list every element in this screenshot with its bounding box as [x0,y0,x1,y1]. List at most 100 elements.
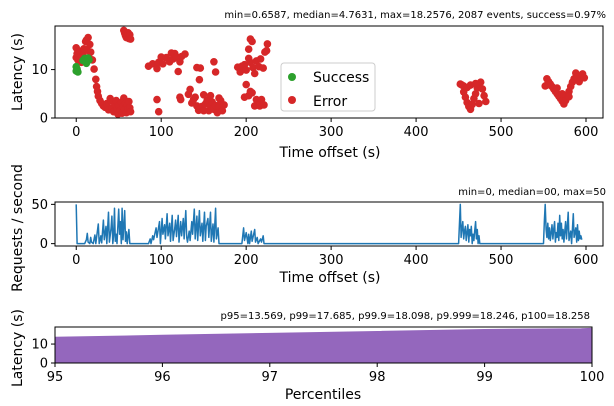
scatter-y-ticks: 0 10 [31,63,55,127]
error-point [84,33,92,42]
error-point [126,35,135,43]
requests-y-ticks: 0 50 [31,198,55,252]
scatter-x-tick-label: 0 [72,125,80,140]
error-point [211,68,220,76]
scatter-x-tick-label: 500 [489,125,514,140]
percentile-panel: p95=13.569, p99=17.685, p99.9=18.098, p9… [10,309,604,403]
scatter-y-tick-label: 0 [40,112,48,127]
requests-y-tick-label: 50 [31,198,48,213]
error-point [86,48,95,56]
requests-frame [54,201,604,247]
scatter-x-tick-label: 200 [234,125,259,140]
error-point [480,91,488,100]
requests-series-line [75,203,583,245]
percentile-plot-area [54,327,593,364]
percentile-x-tick-label: 99 [476,370,493,385]
scatter-x-label: Time offset (s) [279,145,381,161]
percentile-y-ticks: 010 [31,338,55,372]
error-point [249,63,257,72]
scatter-x-ticks: 0 100 200 300 400 500 600 [72,118,598,140]
error-point [191,93,199,101]
error-point [220,101,228,109]
requests-x-tick-label: 100 [149,253,174,268]
legend-error-marker [288,96,296,104]
percentile-x-label: Percentiles [285,387,361,403]
error-point [126,107,135,116]
percentile-x-tick-label: 100 [580,370,605,385]
error-point [478,85,487,93]
error-point [125,97,133,106]
error-point [154,107,163,116]
error-point [86,40,94,49]
error-point [580,74,589,82]
error-point [244,45,253,53]
requests-y-label: Requests / second [10,164,26,292]
requests-x-tick-label: 300 [319,253,344,268]
legend-box [280,62,376,112]
requests-plot-area [75,203,583,245]
error-point [181,50,189,58]
success-point [85,56,93,64]
requests-x-ticks: 0 100 200 300 400 500 600 [72,246,598,268]
legend-success-label: Success [313,70,369,86]
legend-error-label: Error [313,94,347,110]
error-point [215,94,223,102]
error-point [199,91,208,99]
error-point [242,80,250,89]
percentile-y-label: Latency (s) [10,309,26,387]
scatter-legend: Success Error [280,62,376,112]
scatter-y-label: Latency (s) [10,33,26,111]
requests-annotation: min=0, median=00, max=50 [458,187,606,198]
requests-x-tick-label: 200 [234,253,259,268]
scatter-x-tick-label: 600 [574,125,599,140]
scatter-x-tick-label: 400 [404,125,429,140]
error-point [195,75,204,84]
requests-y-tick-label: 0 [40,237,48,252]
requests-x-tick-label: 600 [574,253,599,268]
requests-x-label: Time offset (s) [279,270,381,286]
error-point [558,90,566,98]
error-point [263,40,272,48]
error-point [92,75,100,84]
error-point [218,106,227,115]
requests-x-tick-label: 500 [489,253,514,268]
error-point [248,37,256,46]
legend-success-marker [288,73,296,81]
error-point [236,68,244,76]
error-point [210,58,218,66]
scatter-x-tick-label: 100 [149,125,174,140]
percentile-y-tick-label: 0 [40,357,48,372]
percentile-x-tick-label: 95 [47,370,64,385]
requests-panel: min=0, median=00, max=50 0 100 200 300 400 50… [10,164,606,292]
error-point [174,67,182,76]
error-point [186,85,194,94]
scatter-frame [54,25,604,119]
error-point [256,55,265,63]
error-point [153,95,161,104]
percentile-x-tick-label: 97 [262,370,279,385]
scatter-x-tick-label: 300 [319,125,344,140]
error-point [242,66,250,74]
percentile-x-tick-label: 96 [154,370,171,385]
percentile-area [54,327,593,364]
error-point [250,69,259,78]
error-point [248,89,256,97]
requests-x-tick-label: 0 [72,253,80,268]
error-point [482,97,490,106]
percentile-y-tick-label: 10 [31,338,48,353]
scatter-plot-area [72,26,589,118]
error-point [471,79,480,88]
error-point [176,95,185,104]
error-point [196,64,205,72]
scatter-y-tick-label: 10 [31,63,48,78]
error-point [475,99,483,108]
success-point [74,68,82,76]
error-point [153,64,161,73]
error-point [90,65,98,73]
scatter-annotation: min=0.6587, median=4.7631, max=18.2576, … [224,10,606,21]
percentile-annotation: p95=13.569, p99=17.685, p99.9=18.098, p9… [221,311,590,322]
error-point [159,60,167,68]
error-point [565,92,573,101]
error-point [262,46,271,55]
